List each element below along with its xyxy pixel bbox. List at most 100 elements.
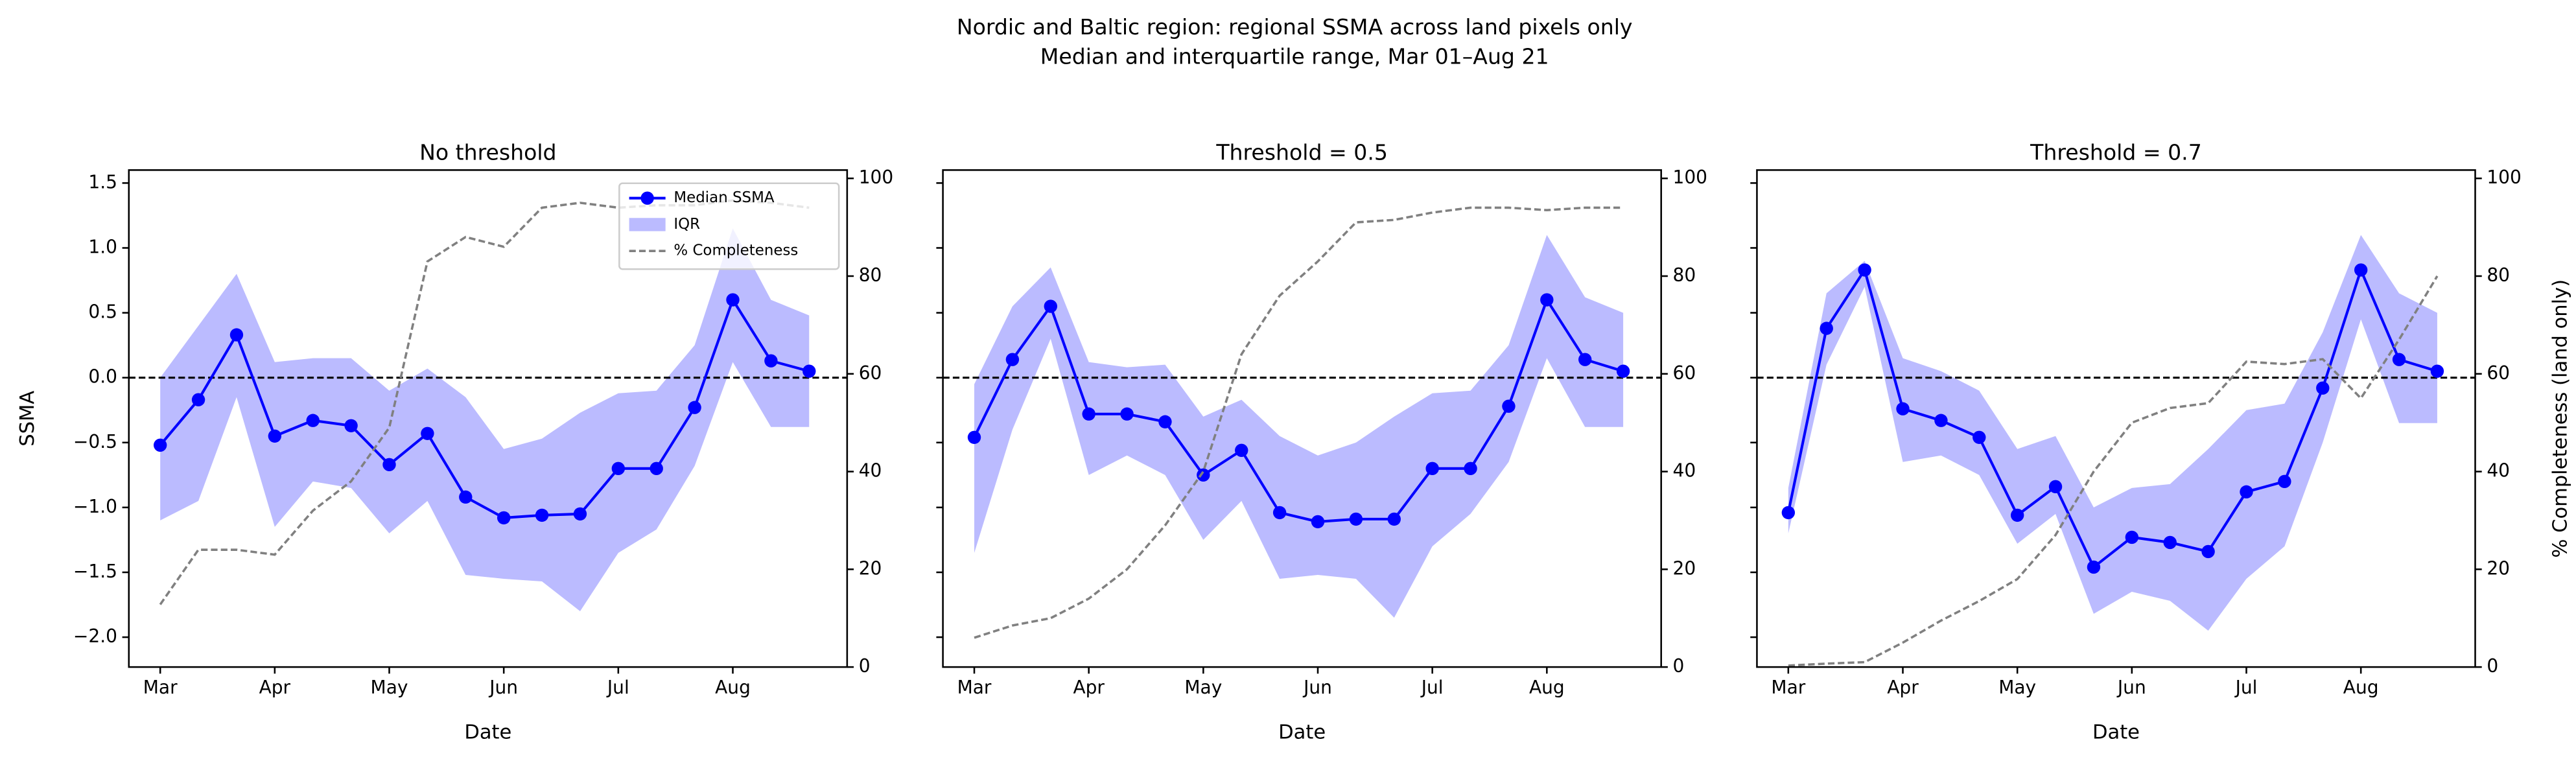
median-point bbox=[1272, 506, 1287, 520]
x-axis-label: Date bbox=[2092, 721, 2140, 744]
y2-tick-label: 80 bbox=[1673, 264, 1696, 286]
legend: Median SSMA IQR % Completeness bbox=[618, 182, 840, 270]
median-point bbox=[1540, 293, 1554, 307]
x-tick-label: Apr bbox=[1073, 677, 1105, 698]
x-tick-label: Mar bbox=[143, 677, 178, 698]
median-line bbox=[973, 296, 1624, 523]
x-tick-label: Aug bbox=[1529, 677, 1565, 698]
y2-tick-label: 20 bbox=[859, 557, 882, 579]
median-line bbox=[159, 296, 810, 519]
median-point bbox=[1425, 461, 1439, 476]
median-point bbox=[344, 419, 358, 432]
legend-swatch bbox=[640, 191, 654, 205]
x-tick-label: May bbox=[1998, 677, 2036, 698]
x-tick-label: Aug bbox=[2343, 677, 2379, 698]
median-point bbox=[1934, 414, 1948, 427]
panel-title: Threshold = 0.5 bbox=[1215, 139, 1388, 165]
median-point bbox=[1311, 515, 1325, 529]
y2-tick-label: 60 bbox=[1673, 362, 1696, 384]
legend-label: Median SSMA bbox=[673, 189, 774, 206]
y2-tick-label: 100 bbox=[2487, 167, 2521, 188]
panel-title: Threshold = 0.7 bbox=[2030, 139, 2202, 165]
y2-tick-label: 40 bbox=[1673, 460, 1696, 482]
median-point bbox=[967, 430, 981, 444]
suptitle: Median and interquartile range, Mar 01–A… bbox=[1040, 44, 1549, 69]
y2-tick-label: 0 bbox=[2487, 655, 2498, 677]
median-point bbox=[2048, 480, 2063, 494]
panel: Mar Apr May Jun Jul Aug 0 20 40 60 80 100 Threshold … bbox=[1750, 139, 2571, 744]
y2-tick-label: 80 bbox=[2487, 264, 2510, 286]
y2-tick-label: 40 bbox=[2487, 460, 2510, 482]
median-point bbox=[421, 426, 434, 440]
median-point bbox=[573, 507, 587, 521]
median-point bbox=[306, 414, 320, 427]
completeness-line bbox=[974, 206, 1624, 639]
legend-box bbox=[618, 182, 840, 270]
median-point bbox=[1387, 512, 1401, 526]
x-tick-label: Apr bbox=[259, 677, 291, 698]
axes-frame bbox=[942, 169, 1662, 668]
completeness-line bbox=[1788, 275, 2439, 667]
x-axis-label: Date bbox=[464, 721, 511, 744]
y2-axis-label: % Completeness (land only) bbox=[2549, 279, 2571, 558]
median-point bbox=[2278, 474, 2291, 489]
y-tick-label: −1.0 bbox=[73, 496, 117, 517]
iqr-band bbox=[974, 235, 1624, 618]
median-point bbox=[2163, 535, 2177, 550]
x-tick-label: May bbox=[1184, 677, 1222, 698]
median-point bbox=[2240, 485, 2253, 499]
median-point bbox=[2316, 381, 2330, 395]
y2-tick-label: 20 bbox=[1673, 557, 1696, 579]
x-tick-label: Jun bbox=[1302, 677, 1332, 698]
median-point bbox=[2125, 530, 2139, 544]
y2-tick-label: 0 bbox=[859, 655, 871, 677]
x-tick-label: Jul bbox=[1420, 677, 1444, 698]
median-point bbox=[229, 328, 244, 342]
y2-tick-label: 40 bbox=[859, 460, 882, 482]
median-point bbox=[382, 458, 396, 472]
median-point bbox=[688, 401, 701, 414]
y2-tick-label: 100 bbox=[1673, 167, 1707, 188]
median-point bbox=[1044, 299, 1057, 313]
median-point bbox=[764, 354, 778, 368]
y2-tick-label: 100 bbox=[859, 167, 893, 188]
median-point bbox=[1858, 263, 1871, 277]
y2-tick-label: 80 bbox=[859, 264, 882, 286]
median-point bbox=[1158, 415, 1172, 428]
panel-title: No threshold bbox=[419, 139, 556, 165]
legend-label: IQR bbox=[673, 216, 700, 233]
x-tick-label: Jul bbox=[606, 677, 629, 698]
y-tick-label: 0.0 bbox=[88, 366, 117, 388]
y-axis-label: SSMA bbox=[16, 391, 39, 447]
x-tick-label: Apr bbox=[1887, 677, 1919, 698]
median-line bbox=[1786, 266, 2438, 570]
median-point bbox=[2010, 508, 2024, 522]
y2-tick-label: 0 bbox=[1673, 655, 1685, 677]
median-point bbox=[1896, 402, 1910, 415]
panel: Mar Apr May Jun Jul Aug 0 20 40 60 80 100 Threshold … bbox=[936, 139, 1707, 744]
median-point bbox=[1616, 364, 1630, 378]
suptitle: Nordic and Baltic region: regional SSMA … bbox=[957, 14, 1633, 40]
median-point bbox=[1464, 461, 1477, 476]
median-point bbox=[2087, 560, 2101, 574]
legend-label: % Completeness bbox=[673, 242, 798, 259]
median-point bbox=[1502, 399, 1516, 413]
y-tick-label: 1.5 bbox=[88, 171, 117, 193]
median-point bbox=[611, 461, 626, 476]
panel: Mar Apr May Jun Jul Aug −2.0 −1.5 −1.0 −0.5 0.0 0.5… bbox=[16, 139, 893, 743]
median-point bbox=[268, 429, 282, 443]
median-point bbox=[2354, 263, 2368, 277]
x-tick-label: Jun bbox=[488, 677, 518, 698]
median-point bbox=[535, 508, 549, 522]
median-point bbox=[497, 511, 511, 525]
x-tick-label: Aug bbox=[715, 677, 751, 698]
y-tick-label: 0.5 bbox=[88, 301, 117, 323]
median-point bbox=[802, 364, 816, 378]
median-point bbox=[1973, 430, 1986, 444]
median-point bbox=[1120, 407, 1134, 421]
iqr-band bbox=[1788, 235, 2437, 631]
y-tick-label: 1.0 bbox=[88, 236, 117, 257]
y-tick-label: −2.0 bbox=[73, 625, 117, 647]
iqr-band bbox=[160, 228, 810, 612]
y2-tick-label: 60 bbox=[2487, 362, 2510, 384]
